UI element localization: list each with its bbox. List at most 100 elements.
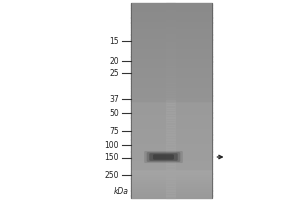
Bar xyxy=(130,30,212,32)
Bar xyxy=(130,52,212,54)
Bar xyxy=(130,169,212,171)
Bar xyxy=(167,176,176,178)
Bar xyxy=(130,22,212,25)
Text: kDa: kDa xyxy=(114,188,129,196)
Text: 37: 37 xyxy=(110,95,119,104)
Bar xyxy=(167,86,176,88)
Bar xyxy=(167,76,176,79)
Bar xyxy=(167,156,176,159)
Bar xyxy=(130,98,212,100)
Bar xyxy=(130,66,212,69)
FancyBboxPatch shape xyxy=(149,153,178,161)
Text: 50: 50 xyxy=(110,108,119,117)
Bar xyxy=(130,142,212,144)
Bar xyxy=(130,93,212,96)
Bar xyxy=(130,137,212,140)
Bar xyxy=(167,88,176,91)
Bar xyxy=(130,81,212,83)
Bar xyxy=(130,42,212,44)
Bar xyxy=(130,183,212,186)
Bar xyxy=(130,56,212,59)
Bar xyxy=(130,166,212,169)
Bar xyxy=(130,176,212,178)
Bar xyxy=(167,112,176,115)
Bar xyxy=(130,110,212,113)
Bar xyxy=(167,98,176,100)
Bar xyxy=(130,100,212,103)
Bar xyxy=(167,91,176,93)
Bar xyxy=(167,73,176,76)
Bar xyxy=(130,13,212,15)
Bar xyxy=(130,44,212,47)
Bar xyxy=(167,34,176,37)
Bar xyxy=(167,15,176,18)
Text: 250: 250 xyxy=(105,170,119,180)
Bar xyxy=(130,112,212,115)
Bar xyxy=(130,139,212,142)
Bar xyxy=(167,54,176,57)
Bar xyxy=(130,190,212,193)
Bar xyxy=(167,42,176,44)
Bar xyxy=(130,78,212,81)
Bar xyxy=(167,161,176,164)
Text: 20: 20 xyxy=(110,56,119,66)
Bar xyxy=(130,95,212,98)
Bar xyxy=(130,47,212,49)
Bar xyxy=(167,37,176,40)
Bar xyxy=(130,186,212,188)
Bar xyxy=(167,93,176,96)
Bar xyxy=(167,30,176,32)
Bar xyxy=(167,95,176,98)
Bar xyxy=(167,154,176,157)
Bar xyxy=(167,100,176,103)
Bar xyxy=(167,188,176,191)
Bar xyxy=(167,130,176,132)
Bar xyxy=(167,144,176,147)
Bar xyxy=(130,173,212,176)
Bar xyxy=(167,52,176,54)
Text: 15: 15 xyxy=(110,36,119,46)
Bar xyxy=(167,83,176,86)
Bar xyxy=(167,193,176,196)
Bar xyxy=(167,110,176,113)
Bar xyxy=(167,120,176,122)
Bar xyxy=(167,149,176,152)
Bar xyxy=(130,25,212,27)
Bar xyxy=(130,156,212,159)
Bar xyxy=(167,134,176,137)
Bar xyxy=(167,81,176,83)
Bar xyxy=(130,69,212,71)
Bar xyxy=(130,83,212,86)
Bar xyxy=(167,10,176,13)
Bar xyxy=(130,147,212,149)
FancyBboxPatch shape xyxy=(153,154,174,160)
Bar xyxy=(130,61,212,64)
Bar xyxy=(130,86,212,88)
Bar xyxy=(130,32,212,35)
Bar xyxy=(167,195,176,198)
Bar xyxy=(130,127,212,130)
Bar xyxy=(167,39,176,42)
Bar xyxy=(130,88,212,91)
Bar xyxy=(167,3,176,5)
Bar xyxy=(167,164,176,166)
Bar xyxy=(130,134,212,137)
Bar xyxy=(130,130,212,132)
Bar xyxy=(167,137,176,140)
Bar xyxy=(130,188,212,191)
Bar xyxy=(167,22,176,25)
Bar xyxy=(167,59,176,62)
Bar xyxy=(130,54,212,57)
Bar xyxy=(130,103,212,105)
Bar xyxy=(167,56,176,59)
Bar xyxy=(167,49,176,52)
Bar xyxy=(130,8,212,10)
Bar xyxy=(167,103,176,105)
Bar xyxy=(167,142,176,144)
Bar xyxy=(167,147,176,149)
Bar xyxy=(130,149,212,152)
Bar xyxy=(167,44,176,47)
Bar xyxy=(167,186,176,188)
Bar xyxy=(167,139,176,142)
Bar xyxy=(167,20,176,22)
